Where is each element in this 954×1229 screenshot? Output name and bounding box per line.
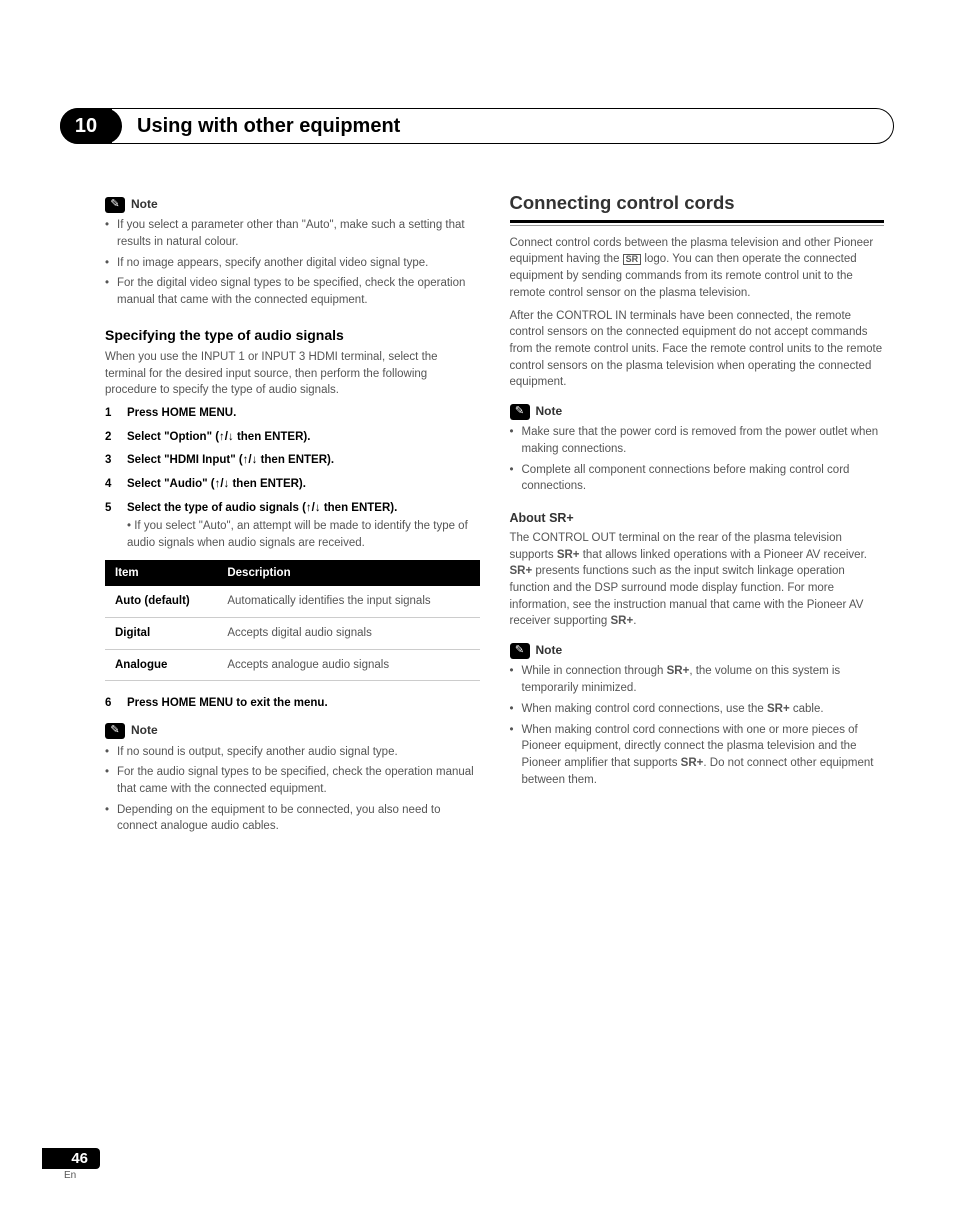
note-header: ✎ Note <box>510 642 885 659</box>
step-item: 5Select the type of audio signals (↑/↓ t… <box>105 500 480 552</box>
step-item: 6Press HOME MENU to exit the menu. <box>105 695 480 712</box>
sr-logo-icon: SR <box>623 254 642 266</box>
pencil-icon: ✎ <box>105 723 125 739</box>
note-header: ✎ Note <box>510 403 885 420</box>
chapter-number-badge: 10 <box>60 108 112 144</box>
note-item: When making control cord connections, us… <box>510 701 885 718</box>
note-item: For the digital video signal types to be… <box>105 275 480 308</box>
about-sr-heading: About SR+ <box>510 509 885 527</box>
audio-table: Item Description Auto (default)Automatic… <box>105 560 480 682</box>
step-item: 2Select "Option" (↑/↓ then ENTER). <box>105 429 480 446</box>
step-item: 3Select "HDMI Input" (↑/↓ then ENTER). <box>105 452 480 469</box>
audio-intro: When you use the INPUT 1 or INPUT 3 HDMI… <box>105 349 480 399</box>
table-header: Item <box>105 560 217 587</box>
note-label: Note <box>131 722 158 739</box>
table-row: AnalogueAccepts analogue audio signals <box>105 649 480 681</box>
chapter-number: 10 <box>75 115 97 138</box>
note-list: If no sound is output, specify another a… <box>105 744 480 835</box>
step-subnote: If you select "Auto", an attempt will be… <box>127 518 480 551</box>
page-footer: 46 En <box>42 1148 100 1181</box>
step-item: 4Select "Audio" (↑/↓ then ENTER). <box>105 476 480 493</box>
note-list: If you select a parameter other than "Au… <box>105 217 480 308</box>
chapter-header: 10 Using with other equipment <box>60 108 894 144</box>
chapter-title: Using with other equipment <box>137 115 400 138</box>
step-item: 1Press HOME MENU. <box>105 405 480 422</box>
note-item: If you select a parameter other than "Au… <box>105 217 480 250</box>
pencil-icon: ✎ <box>510 643 530 659</box>
table-header-row: Item Description <box>105 560 480 587</box>
note-label: Note <box>536 642 563 659</box>
right-column: Connecting control cords Connect control… <box>510 190 885 839</box>
about-sr-body: The CONTROL OUT terminal on the rear of … <box>510 530 885 630</box>
note-item: Complete all component connections befor… <box>510 462 885 495</box>
page-language: En <box>64 1170 100 1181</box>
table-row: DigitalAccepts digital audio signals <box>105 618 480 650</box>
steps-list: 1Press HOME MENU. 2Select "Option" (↑/↓ … <box>105 405 480 552</box>
note-list: Make sure that the power cord is removed… <box>510 424 885 495</box>
note-header: ✎ Note <box>105 196 480 213</box>
note-item: If no image appears, specify another dig… <box>105 255 480 272</box>
table-header: Description <box>217 560 479 587</box>
note-item: For the audio signal types to be specifi… <box>105 764 480 797</box>
note-item: Depending on the equipment to be connect… <box>105 802 480 835</box>
pencil-icon: ✎ <box>105 197 125 213</box>
note-label: Note <box>131 196 158 213</box>
section-title: Connecting control cords <box>510 190 885 223</box>
note-item: Make sure that the power cord is removed… <box>510 424 885 457</box>
note-item: When making control cord connections wit… <box>510 722 885 789</box>
cords-p1: Connect control cords between the plasma… <box>510 235 885 302</box>
steps-list-continued: 6Press HOME MENU to exit the menu. <box>105 695 480 712</box>
note-header: ✎ Note <box>105 722 480 739</box>
page-number: 46 <box>42 1148 100 1169</box>
cords-p2: After the CONTROL IN terminals have been… <box>510 308 885 391</box>
note-item: If no sound is output, specify another a… <box>105 744 480 761</box>
note-item: While in connection through SR+, the vol… <box>510 663 885 696</box>
left-column: ✎ Note If you select a parameter other t… <box>105 190 480 839</box>
note-label: Note <box>536 403 563 420</box>
table-row: Auto (default)Automatically identifies t… <box>105 586 480 617</box>
note-list: While in connection through SR+, the vol… <box>510 663 885 788</box>
content-columns: ✎ Note If you select a parameter other t… <box>105 190 884 839</box>
audio-subheading: Specifying the type of audio signals <box>105 325 480 345</box>
pencil-icon: ✎ <box>510 404 530 420</box>
